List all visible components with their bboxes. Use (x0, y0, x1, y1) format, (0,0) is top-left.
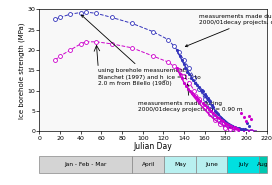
Point (183, 67, 187, 70)
Point (239, 112, 243, 115)
Point (195, 83, 200, 86)
Point (198, 99, 203, 102)
Point (215, 116, 219, 119)
Point (184, 84, 188, 87)
Point (244, 120, 248, 123)
Text: May: May (174, 162, 187, 167)
Point (211, 112, 215, 115)
Point (225, 122, 230, 125)
Point (216, 113, 220, 116)
Text: April: April (142, 162, 155, 167)
Point (193, 81, 197, 84)
Point (202, 103, 207, 106)
Point (191, 79, 196, 82)
Point (227, 124, 231, 127)
Point (223, 122, 227, 125)
Point (241, 127, 245, 130)
Point (236, 127, 240, 130)
Text: using borehole measurements
Blanchet (1997) and h_ice = 1.2 to
2.0 m from Bilell: using borehole measurements Blanchet (19… (81, 15, 201, 85)
Point (178, 73, 182, 76)
Point (247, 125, 251, 128)
Point (249, 118, 253, 121)
Point (211, 105, 215, 108)
Point (239, 127, 243, 130)
Point (245, 122, 249, 125)
Text: July: July (238, 162, 249, 167)
Point (247, 114, 251, 117)
Point (192, 93, 196, 96)
Bar (164, 156, 196, 173)
Point (199, 88, 204, 91)
Point (196, 97, 201, 100)
Point (197, 85, 202, 88)
Point (188, 89, 192, 92)
Point (215, 112, 219, 115)
Point (194, 95, 199, 98)
Y-axis label: Ice borehole strength (MPa): Ice borehole strength (MPa) (18, 22, 25, 119)
Point (221, 118, 225, 121)
Point (209, 110, 213, 112)
Point (237, 127, 241, 130)
Point (227, 123, 231, 126)
Point (200, 90, 205, 93)
Point (232, 126, 237, 129)
Point (203, 94, 208, 97)
Text: measurements made during
2000/01decay projects, d = 0.90 m: measurements made during 2000/01decay pr… (138, 84, 242, 112)
Point (190, 91, 194, 94)
Point (230, 125, 235, 128)
Bar (259, 156, 267, 173)
Point (213, 110, 217, 112)
Point (219, 117, 223, 120)
Point (234, 126, 239, 129)
Bar (196, 156, 227, 173)
Bar (227, 156, 259, 173)
Point (226, 122, 231, 125)
Point (180, 59, 184, 62)
Point (222, 120, 226, 123)
Text: measurements made during
2000/01decay projects, d = 0.30 m: measurements made during 2000/01decay pr… (185, 14, 272, 47)
Point (200, 101, 205, 104)
Bar (132, 156, 164, 173)
Point (186, 87, 190, 90)
Point (189, 76, 193, 79)
Point (206, 107, 211, 110)
Point (206, 98, 211, 101)
Point (228, 124, 233, 127)
Point (205, 105, 209, 108)
Point (224, 121, 228, 124)
Text: June: June (205, 162, 218, 167)
Point (202, 92, 207, 95)
Point (206, 97, 210, 100)
X-axis label: Julian Day: Julian Day (134, 142, 172, 151)
Point (213, 114, 217, 117)
Point (185, 71, 189, 74)
Point (229, 125, 234, 128)
Point (210, 103, 214, 106)
Point (242, 116, 246, 119)
Point (218, 116, 222, 119)
Point (175, 67, 179, 70)
Point (219, 118, 223, 121)
Point (221, 120, 225, 123)
Point (243, 128, 247, 131)
Point (208, 99, 212, 102)
Text: Aug: Aug (257, 162, 269, 167)
Bar (39, 156, 132, 173)
Point (217, 117, 221, 120)
Point (231, 126, 236, 129)
Point (180, 77, 184, 80)
Point (233, 127, 238, 130)
Point (175, 48, 179, 51)
Point (223, 120, 227, 123)
Point (182, 63, 186, 66)
Point (187, 73, 191, 76)
Text: Jan - Feb - Mar: Jan - Feb - Mar (65, 162, 107, 167)
Point (214, 110, 218, 113)
Point (178, 55, 182, 58)
Point (182, 81, 186, 84)
